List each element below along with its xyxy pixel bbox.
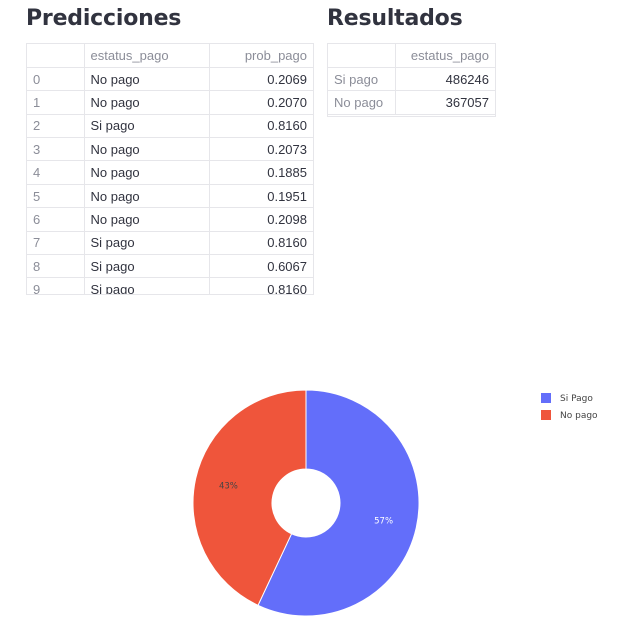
row-index-cell[interactable]: Si pago <box>328 67 396 92</box>
row-index-cell[interactable]: 8 <box>27 254 85 279</box>
prob-pago-cell[interactable]: 0.6067 <box>209 254 313 279</box>
estatus-pago-cell[interactable]: No pago <box>84 67 210 92</box>
index-header[interactable] <box>328 44 396 68</box>
pie-slice-si-pago[interactable] <box>257 389 420 617</box>
estatus-pago-cell[interactable]: No pago <box>84 160 210 185</box>
estatus-pago-cell[interactable]: Si pago <box>84 254 210 279</box>
prob-pago-cell[interactable]: 0.1885 <box>209 160 313 185</box>
legend-swatch[interactable] <box>541 410 551 420</box>
row-index-cell[interactable]: 4 <box>27 160 85 185</box>
table-header-row: estatus_pago <box>328 44 495 68</box>
row-index-cell[interactable]: 0 <box>27 67 85 92</box>
pie-slice-no-pago[interactable] <box>192 389 307 606</box>
estatus-pago-header[interactable]: estatus_pago <box>84 44 210 68</box>
estatus-pago-cell[interactable]: Si pago <box>84 231 210 256</box>
legend-label[interactable]: Si Pago <box>560 394 593 404</box>
predicciones-table: estatus_pago prob_pago 0 No pago 0.2069 1 No… <box>27 44 313 294</box>
row-index-cell[interactable]: 9 <box>27 277 85 294</box>
row-index-cell[interactable]: 7 <box>27 231 85 256</box>
table-header-row: estatus_pago prob_pago <box>27 44 313 68</box>
estatus-pago-cell[interactable]: No pago <box>84 207 210 232</box>
prob-pago-cell[interactable]: 0.2098 <box>209 207 313 232</box>
prob-pago-cell[interactable]: 0.2070 <box>209 90 313 115</box>
table-row: 4 No pago 0.1885 <box>27 160 313 185</box>
prob-pago-cell[interactable]: 0.8160 <box>209 114 313 139</box>
table-row: No pago 367057 <box>328 90 495 115</box>
row-index-cell[interactable]: 6 <box>27 207 85 232</box>
table-row: 5 No pago 0.1951 <box>27 184 313 209</box>
estatus-pago-cell[interactable]: Si pago <box>84 114 210 139</box>
prob-pago-header[interactable]: prob_pago <box>209 44 313 68</box>
predicciones-title: Predicciones <box>26 6 182 31</box>
row-index-cell[interactable]: 5 <box>27 184 85 209</box>
table-row: 6 No pago 0.2098 <box>27 207 313 232</box>
row-index-cell[interactable]: No pago <box>328 90 396 115</box>
table-row: 0 No pago 0.2069 <box>27 67 313 92</box>
prob-pago-cell[interactable]: 0.8160 <box>209 277 313 294</box>
prob-pago-cell[interactable]: 0.2069 <box>209 67 313 92</box>
slice-percent-label: 43% <box>219 482 238 492</box>
table-row: 3 No pago 0.2073 <box>27 137 313 162</box>
index-header[interactable] <box>27 44 85 68</box>
estatus-pago-cell[interactable]: 367057 <box>395 90 495 115</box>
table-row: 9 Si pago 0.8160 <box>27 277 313 294</box>
row-index-cell[interactable]: 3 <box>27 137 85 162</box>
legend-label[interactable]: No pago <box>560 411 598 421</box>
estatus-pago-cell[interactable]: Si pago <box>84 277 210 294</box>
prob-pago-cell[interactable]: 0.8160 <box>209 231 313 256</box>
table-row: 1 No pago 0.2070 <box>27 90 313 115</box>
table-row: 2 Si pago 0.8160 <box>27 114 313 139</box>
estatus-pago-cell[interactable]: No pago <box>84 90 210 115</box>
row-index-cell[interactable]: 1 <box>27 90 85 115</box>
prob-pago-cell[interactable]: 0.1951 <box>209 184 313 209</box>
row-index-cell[interactable]: 2 <box>27 114 85 139</box>
estatus-pago-header[interactable]: estatus_pago <box>395 44 495 68</box>
resultados-table: estatus_pago Si pago 486246 No pago 367057 <box>328 44 495 115</box>
estatus-pago-cell[interactable]: 486246 <box>395 67 495 92</box>
table-row: Si pago 486246 <box>328 67 495 92</box>
table-row: 7 Si pago 0.8160 <box>27 231 313 256</box>
predicciones-table-scroll[interactable]: estatus_pago prob_pago 0 No pago 0.2069 1 No… <box>26 43 314 295</box>
prob-pago-cell[interactable]: 0.2073 <box>209 137 313 162</box>
table-row: 8 Si pago 0.6067 <box>27 254 313 279</box>
estatus-pago-cell[interactable]: No pago <box>84 184 210 209</box>
estatus-pago-cell[interactable]: No pago <box>84 137 210 162</box>
resultados-title: Resultados <box>327 6 463 31</box>
donut-chart: 57% 43% Si Pago No pago <box>192 389 598 617</box>
resultados-table-scroll[interactable]: estatus_pago Si pago 486246 No pago 367057 <box>327 43 496 117</box>
slice-percent-label: 57% <box>374 516 393 526</box>
legend-swatch[interactable] <box>541 393 551 403</box>
